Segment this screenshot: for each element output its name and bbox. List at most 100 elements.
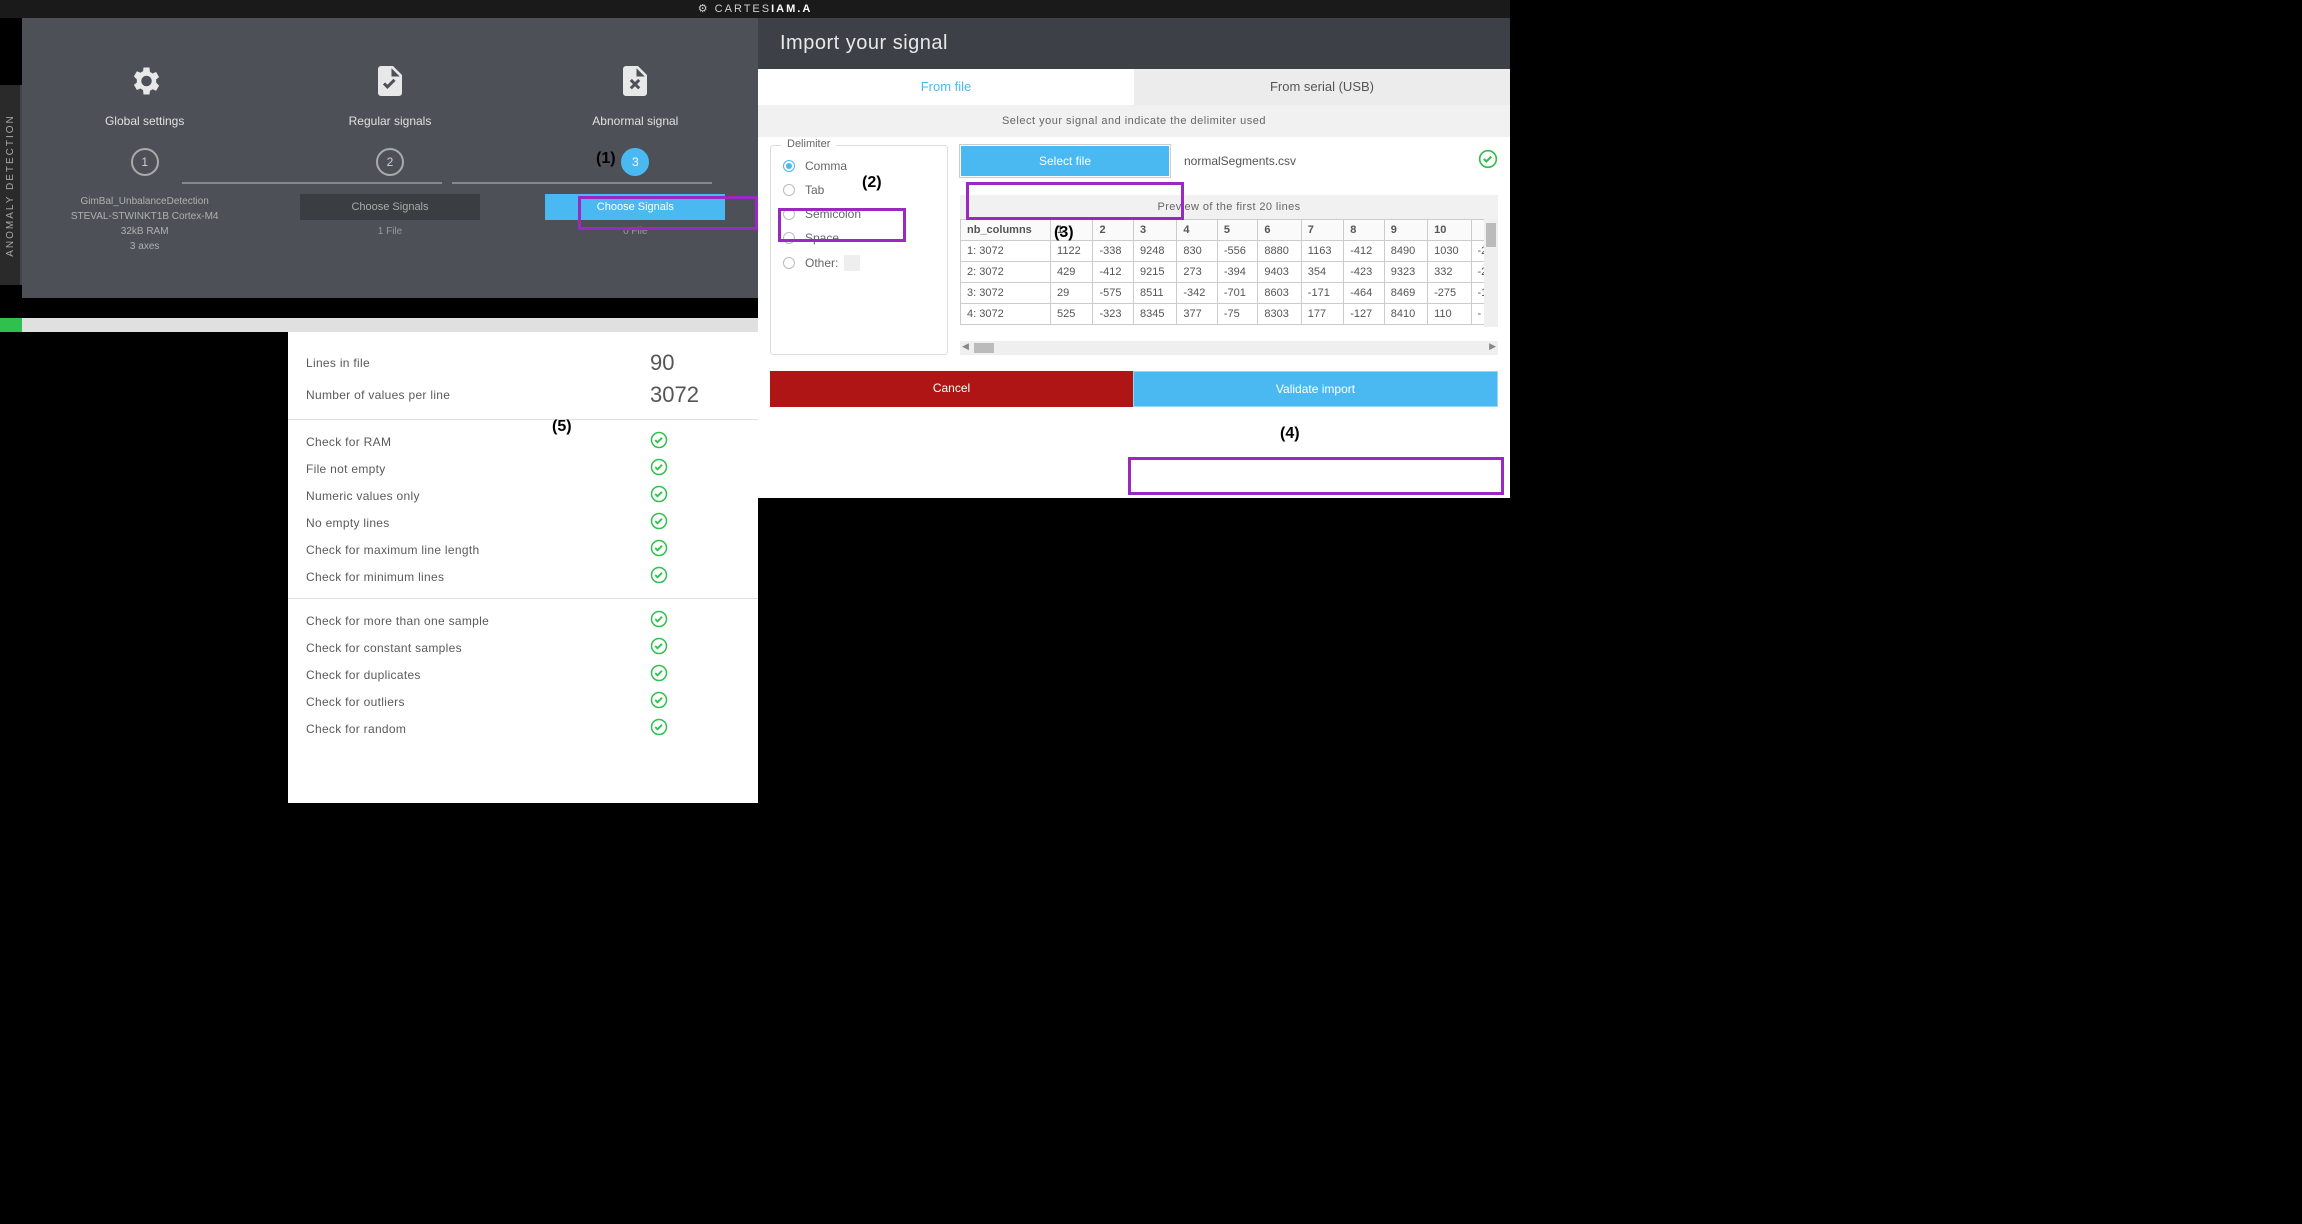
table-cell: -423: [1344, 262, 1385, 283]
check-label: Check for RAM: [306, 435, 650, 449]
file-count: 0 File: [513, 226, 758, 237]
side-tab-label: ANOMALY DETECTION: [5, 114, 16, 257]
check-row: Check for outliers: [288, 688, 758, 715]
step-number-1: 1: [131, 148, 159, 176]
radio-icon: [783, 232, 795, 244]
choose-signals-button[interactable]: Choose Signals: [300, 194, 480, 220]
delimiter-option-tab[interactable]: Tab: [771, 178, 947, 202]
background-left: [0, 332, 288, 803]
table-cell: 429: [1051, 262, 1093, 283]
check-row: Check for constant samples: [288, 634, 758, 661]
annotation-5: (5): [552, 418, 572, 436]
table-cell: 1163: [1301, 241, 1343, 262]
side-tab-anomaly[interactable]: ANOMALY DETECTION: [0, 85, 22, 285]
stat-value: 3072: [650, 382, 740, 408]
step-number-3: 3: [621, 148, 649, 176]
delimiter-option-other[interactable]: Other:: [771, 250, 947, 276]
scrollbar-horizontal[interactable]: [960, 341, 1498, 355]
step-number-2: 2: [376, 148, 404, 176]
table-cell: 8490: [1384, 241, 1427, 262]
step-connector-1: [182, 182, 442, 184]
table-header: nb_columns: [961, 220, 1051, 241]
table-header: 7: [1301, 220, 1343, 241]
delimiter-label: Other:: [805, 256, 838, 270]
check-row: No empty lines: [288, 509, 758, 536]
delimiter-label: Semicolon: [805, 207, 861, 221]
table-row: 4: 3072525-3238345377-758303177-12784101…: [961, 304, 1498, 325]
table-cell: 9323: [1384, 262, 1427, 283]
table-header: 2: [1093, 220, 1134, 241]
check-label: Check for minimum lines: [306, 570, 650, 584]
table-cell: -75: [1217, 304, 1258, 325]
step-connector-2: [452, 182, 712, 184]
delimiter-label: Comma: [805, 159, 847, 173]
check-label: Check for maximum line length: [306, 543, 650, 557]
modal-hint: Select your signal and indicate the deli…: [758, 105, 1510, 137]
choose-signals-button-active[interactable]: Choose Signals: [545, 194, 725, 220]
delimiter-other-input[interactable]: [844, 255, 860, 271]
file-valid-icon: [1478, 149, 1498, 174]
table-header: 10: [1428, 220, 1471, 241]
check-row: Check for minimum lines: [288, 563, 758, 590]
preview-table-container: nb_columns12345678910 1: 30721122-338924…: [960, 219, 1498, 341]
table-cell: -556: [1217, 241, 1258, 262]
table-cell: -275: [1428, 283, 1471, 304]
delimiter-option-comma[interactable]: Comma: [771, 154, 947, 178]
select-file-button[interactable]: Select file: [960, 145, 1170, 177]
check-label: Check for duplicates: [306, 668, 650, 682]
table-header: 6: [1258, 220, 1301, 241]
check-row: Check for RAM: [288, 428, 758, 455]
stat-label: Number of values per line: [306, 388, 650, 402]
table-cell: -171: [1301, 283, 1343, 304]
gear-icon: ⚙: [698, 3, 710, 15]
check-pass-icon: [650, 539, 740, 560]
table-header: 9: [1384, 220, 1427, 241]
progress-bar-track: [22, 318, 758, 332]
delimiter-option-semicolon[interactable]: Semicolon: [771, 202, 947, 226]
table-cell: 1030: [1428, 241, 1471, 262]
step-title: Global settings: [22, 114, 267, 128]
step-title: Abnormal signal: [513, 114, 758, 128]
table-cell: 3: 3072: [961, 283, 1051, 304]
brand-bar: ⚙ CARTESIAM.A: [0, 0, 1510, 18]
table-header: 5: [1217, 220, 1258, 241]
radio-icon: [783, 160, 795, 172]
tab-from-serial[interactable]: From serial (USB): [1134, 69, 1510, 105]
table-header: 3: [1133, 220, 1176, 241]
preview-table: nb_columns12345678910 1: 30721122-338924…: [960, 219, 1498, 325]
annotation-3: (3): [1054, 224, 1074, 242]
delimiter-option-space[interactable]: Space: [771, 226, 947, 250]
background-right: [758, 498, 1510, 803]
table-cell: 377: [1177, 304, 1218, 325]
tab-from-file[interactable]: From file: [758, 69, 1134, 105]
table-cell: 354: [1301, 262, 1343, 283]
table-cell: 830: [1177, 241, 1218, 262]
meta-line: 3 axes: [22, 239, 267, 254]
brand-text-2: IAM.A: [771, 3, 812, 15]
stat-label: Lines in file: [306, 356, 650, 370]
table-cell: 29: [1051, 283, 1093, 304]
gear-icon: [127, 63, 163, 104]
cancel-button[interactable]: Cancel: [770, 371, 1133, 407]
table-cell: 8880: [1258, 241, 1301, 262]
annotation-4: (4): [1280, 425, 1300, 443]
table-row: 3: 307229-5758511-342-7018603-171-464846…: [961, 283, 1498, 304]
delimiter-label: Space: [805, 231, 839, 245]
stat-value: 90: [650, 350, 740, 376]
meta-line: 32kB RAM: [22, 224, 267, 239]
radio-icon: [783, 184, 795, 196]
check-pass-icon: [650, 512, 740, 533]
table-cell: 273: [1177, 262, 1218, 283]
file-count: 1 File: [267, 226, 512, 237]
validate-import-button[interactable]: Validate import: [1133, 371, 1498, 407]
check-label: No empty lines: [306, 516, 650, 530]
table-cell: -342: [1177, 283, 1218, 304]
table-cell: -412: [1344, 241, 1385, 262]
check-pass-icon: [650, 610, 740, 631]
table-cell: 8511: [1133, 283, 1176, 304]
table-cell: 9215: [1133, 262, 1176, 283]
step-global-settings: Global settings 1 GimBal_UnbalanceDetect…: [22, 58, 267, 254]
scrollbar-vertical[interactable]: [1484, 219, 1498, 327]
table-header: 8: [1344, 220, 1385, 241]
progress-bar-fill: [0, 318, 22, 332]
